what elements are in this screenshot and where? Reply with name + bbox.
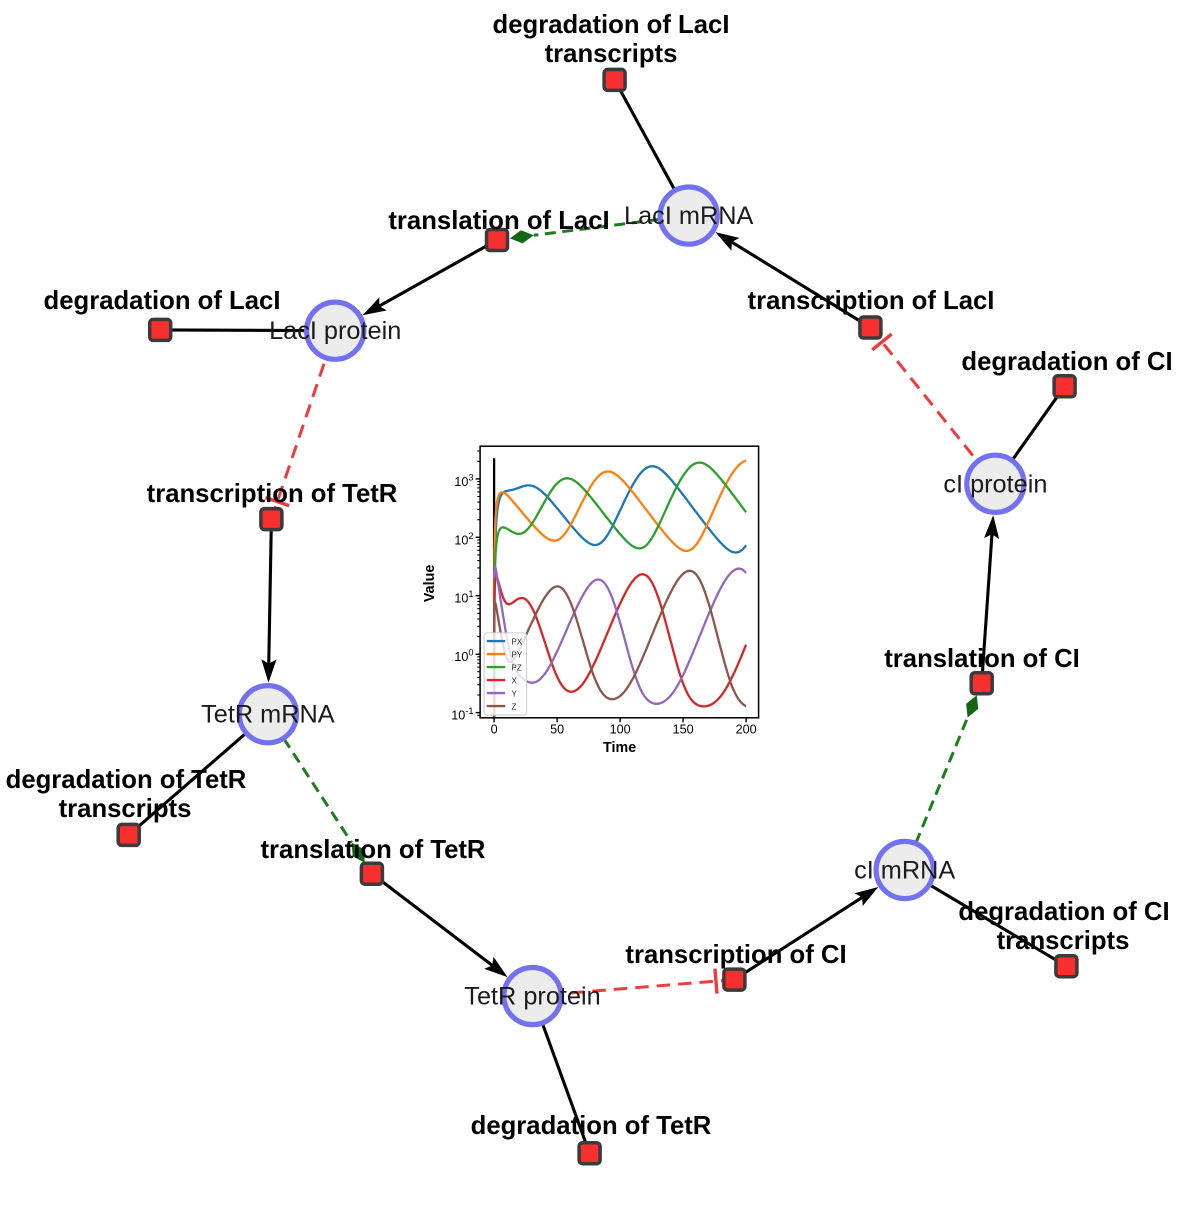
svg-text:TetR mRNA: TetR mRNA (201, 701, 335, 729)
svg-text:200: 200 (736, 723, 757, 737)
svg-text:100: 100 (610, 723, 631, 737)
svg-text:degradation of CI: degradation of CI (961, 348, 1172, 376)
svg-text:degradation of TetR: degradation of TetR (471, 1112, 712, 1140)
svg-text:transcripts: transcripts (59, 795, 192, 823)
svg-text:translation of LacI: translation of LacI (388, 207, 609, 235)
svg-text:PY: PY (512, 650, 523, 659)
svg-text:101: 101 (454, 589, 473, 606)
svg-text:103: 103 (454, 472, 473, 489)
svg-text:100: 100 (454, 648, 473, 665)
svg-text:Value: Value (422, 565, 438, 602)
svg-text:150: 150 (673, 723, 694, 737)
svg-text:transcripts: transcripts (997, 927, 1130, 955)
svg-text:cI protein: cI protein (943, 470, 1047, 498)
svg-text:degradation of LacI: degradation of LacI (493, 11, 730, 39)
svg-text:Time: Time (603, 740, 636, 756)
svg-text:cI mRNA: cI mRNA (854, 857, 955, 885)
svg-text:PX: PX (512, 637, 523, 646)
svg-text:degradation of LacI: degradation of LacI (44, 287, 281, 315)
svg-text:transcription of LacI: transcription of LacI (748, 287, 995, 315)
svg-text:transcription of CI: transcription of CI (625, 941, 846, 969)
svg-text:LacI protein: LacI protein (269, 317, 401, 345)
svg-text:degradation of TetR: degradation of TetR (6, 766, 247, 794)
svg-text:102: 102 (454, 531, 473, 548)
svg-text:Z: Z (512, 702, 517, 711)
svg-text:50: 50 (550, 723, 564, 737)
svg-text:degradation of CI: degradation of CI (958, 898, 1169, 926)
svg-text:X: X (512, 676, 518, 685)
svg-text:translation of TetR: translation of TetR (260, 836, 485, 864)
svg-text:PZ: PZ (512, 663, 522, 672)
svg-text:Y: Y (512, 689, 518, 698)
svg-text:0: 0 (491, 723, 498, 737)
svg-text:10-1: 10-1 (451, 706, 473, 723)
svg-text:transcripts: transcripts (545, 40, 678, 68)
svg-text:TetR protein: TetR protein (464, 983, 600, 1011)
svg-text:translation of CI: translation of CI (884, 645, 1080, 673)
svg-text:LacI mRNA: LacI mRNA (624, 202, 753, 230)
svg-text:transcription of TetR: transcription of TetR (147, 480, 398, 508)
